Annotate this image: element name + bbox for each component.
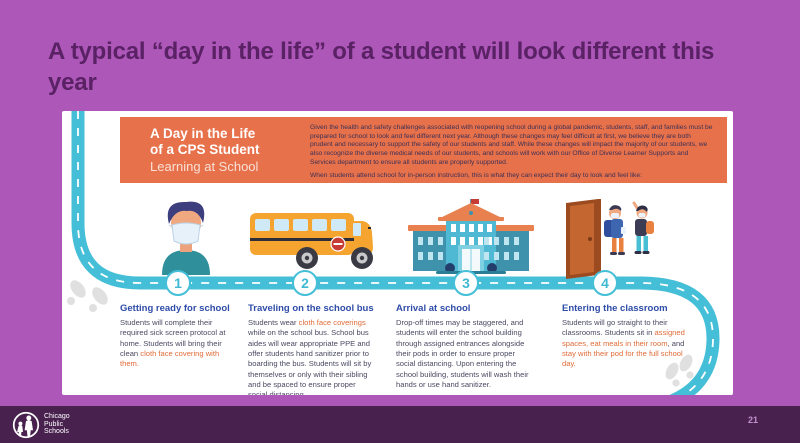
step-column-school-bus: Traveling on the school bus Students wea…: [248, 303, 376, 395]
footer-bar: Chicago Public Schools 21: [0, 406, 800, 443]
step-2-badge: 2: [292, 270, 318, 296]
logo-line: Chicago: [44, 413, 70, 420]
banner-heading-block: A Day in the Life of a CPS Student Learn…: [120, 117, 298, 183]
step-1-number: 1: [174, 275, 182, 291]
step-body: Students wear cloth face coverings while…: [248, 318, 372, 395]
highlighted-text: stay with their pod for the full school …: [562, 348, 683, 369]
step-4-badge: 4: [592, 270, 618, 296]
highlighted-text: assigned spaces, eat meals in their room: [562, 328, 685, 348]
banner-title-line2: of a CPS Student: [150, 142, 260, 158]
step-body: Students will complete their required si…: [120, 318, 226, 369]
slide-title: A typical “day in the life” of a student…: [48, 38, 715, 97]
step-title: Getting ready for school: [120, 303, 230, 314]
step-3-badge: 3: [453, 270, 479, 296]
page-number: 21: [748, 415, 759, 425]
intro-banner: A Day in the Life of a CPS Student Learn…: [120, 117, 727, 183]
banner-paragraphs: Given the health and safety challenges a…: [298, 117, 727, 183]
step-4-number: 4: [601, 275, 609, 291]
school-building-illustration: [408, 199, 534, 274]
logo-line: Schools: [44, 428, 69, 436]
banner-paragraph-1: Given the health and safety challenges a…: [310, 124, 713, 166]
step-column-getting-ready: Getting ready for school Students will c…: [120, 303, 238, 370]
step-3-number: 3: [462, 275, 470, 291]
step-2-number: 2: [301, 275, 309, 291]
banner-subtitle: Learning at School: [150, 159, 259, 175]
step-body: Drop-off times may be staggered, and stu…: [396, 318, 529, 389]
classroom-door-illustration: [566, 199, 654, 279]
cps-logo-wordmark: Chicago Public Schools: [44, 413, 70, 436]
cps-logo-icon: [12, 411, 40, 439]
infographic-card: A Day in the Life of a CPS Student Learn…: [62, 111, 733, 395]
footprints-icon: [665, 354, 694, 387]
school-bus-illustration: [250, 213, 373, 269]
highlighted-text: cloth face coverings: [298, 318, 366, 327]
banner-title-line1: A Day in the Life: [150, 126, 256, 141]
step-column-classroom: Entering the classroom Students will go …: [562, 303, 686, 370]
logo-line: Public: [44, 420, 64, 428]
highlighted-text: cloth face covering with them.: [120, 348, 220, 369]
step-column-arrival: Arrival at school Drop-off times may be …: [396, 303, 534, 390]
step-title: Entering the classroom: [562, 303, 668, 314]
step-title: Traveling on the school bus: [248, 303, 374, 314]
step-title: Arrival at school: [396, 303, 471, 314]
footprints-icon: [67, 280, 108, 312]
step-1-badge: 1: [165, 270, 191, 296]
step-body: Students will go straight to their class…: [562, 318, 685, 369]
road-path-graphic: [71, 111, 720, 395]
banner-paragraph-2: When students attend school for in-perso…: [310, 171, 642, 179]
masked-student-illustration: [162, 201, 210, 275]
